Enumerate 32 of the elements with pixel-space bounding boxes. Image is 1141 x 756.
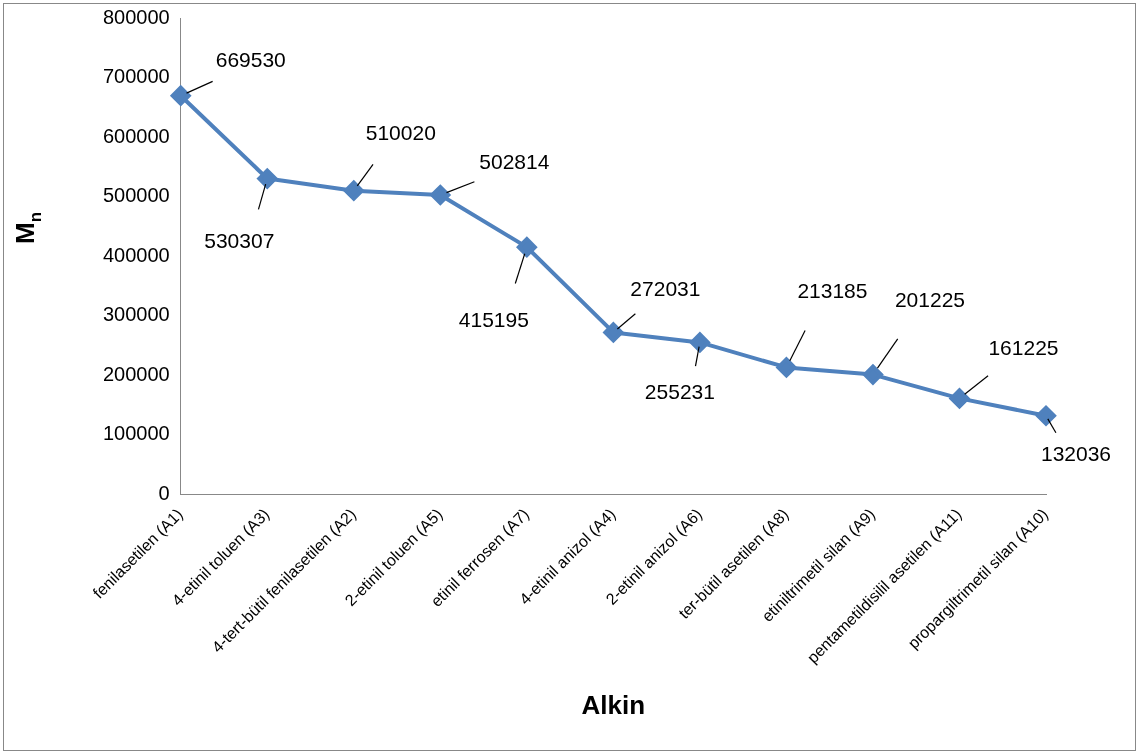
y-tick-label: 200000 (102, 362, 170, 385)
point (776, 357, 797, 378)
point (343, 180, 364, 201)
data-label: 132036 (1040, 441, 1112, 465)
y-tick-label: 800000 (102, 5, 170, 28)
y-tick-label: 100000 (102, 422, 170, 445)
point (1036, 405, 1056, 426)
data-label: 272031 (630, 277, 701, 301)
y-tick-label: 600000 (102, 124, 170, 147)
point (689, 332, 710, 353)
point (603, 322, 624, 343)
y-tick-label: 500000 (102, 184, 170, 207)
data-label: 502814 (479, 149, 550, 173)
data-label: 669530 (215, 48, 286, 72)
data-label: 415195 (458, 307, 529, 331)
y-tick-label: 300000 (102, 303, 170, 326)
data-label: 255231 (644, 380, 715, 404)
point (516, 237, 537, 258)
x-axis-title: Alkin (581, 689, 646, 720)
data-label: 510020 (365, 121, 436, 145)
data-label: 530307 (204, 229, 275, 253)
point (430, 184, 451, 205)
y-tick-label: 0 (158, 481, 170, 504)
point (257, 168, 278, 189)
point (170, 85, 191, 106)
data-label: 161225 (988, 336, 1059, 360)
y-tick-label: 400000 (102, 243, 170, 266)
point (862, 364, 883, 385)
y-tick-label: 700000 (102, 65, 170, 88)
data-label: 201225 (894, 288, 965, 312)
point (949, 388, 970, 409)
data-label: 213185 (797, 279, 868, 303)
